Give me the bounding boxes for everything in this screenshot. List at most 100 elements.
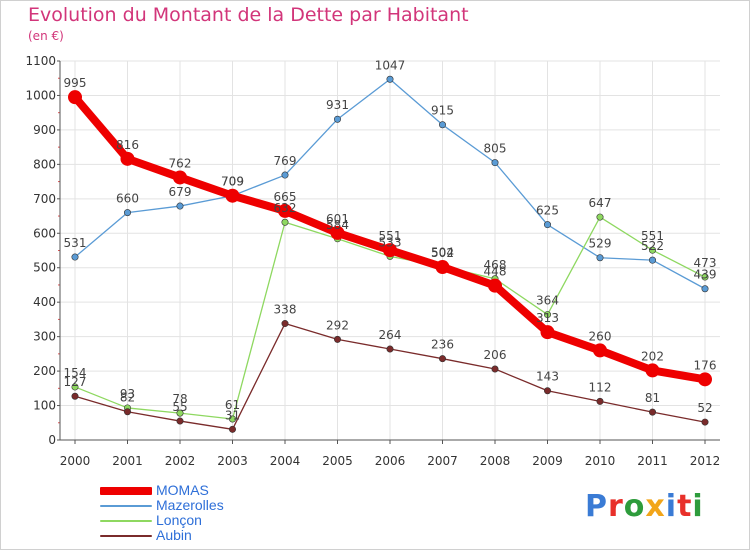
y-tick-label: 1100: [25, 54, 56, 68]
data-point-mazerolles: [596, 254, 604, 262]
data-label-aubin: 55: [172, 400, 187, 414]
logo-letter: i: [692, 489, 704, 524]
data-label-momas: 665: [274, 190, 297, 204]
y-tick-label: 400: [33, 295, 56, 309]
data-label-mazerolles: 931: [326, 98, 349, 112]
data-label-aubin: 82: [120, 391, 135, 405]
data-point-momas: [540, 325, 555, 340]
data-point-momas: [68, 90, 82, 105]
data-point-aubin: [176, 417, 184, 425]
data-label-mazerolles: 522: [641, 239, 664, 253]
x-tick-label: 2006: [375, 454, 406, 468]
data-point-momas: [593, 343, 607, 358]
data-point-aubin: [124, 408, 132, 416]
data-point-lon-on: [71, 383, 79, 391]
logo-letter: r: [608, 489, 624, 524]
data-label-momas: 260: [589, 329, 612, 343]
data-point-momas: [435, 260, 450, 275]
data-label-momas: 816: [116, 138, 139, 152]
data-point-momas: [383, 243, 397, 258]
data-label-mazerolles: 529: [589, 237, 612, 251]
data-point-aubin: [648, 408, 656, 416]
data-label-lon-on: 533: [379, 235, 402, 249]
data-point-aubin: [596, 397, 604, 405]
data-point-mazerolles: [333, 115, 341, 123]
x-tick-label: 2012: [690, 454, 721, 468]
data-point-lon-on: [229, 415, 237, 423]
x-tick-label: 2002: [165, 454, 196, 468]
y-tick-label: 600: [33, 226, 56, 240]
data-point-aubin: [333, 335, 341, 343]
data-label-aubin: 127: [64, 375, 87, 389]
legend-label-momas: MOMAS: [156, 482, 209, 498]
legend-label-mazerolles: Mazerolles: [156, 497, 224, 513]
data-label-mazerolles: 709: [221, 175, 244, 189]
data-label-momas: 601: [326, 212, 349, 226]
data-point-mazerolles: [438, 121, 446, 129]
legend-swatch-momas: [100, 487, 152, 495]
data-point-mazerolles: [491, 159, 499, 167]
data-label-momas: 176: [694, 358, 717, 372]
logo-letter: o: [623, 489, 646, 524]
data-point-lon-on: [543, 311, 551, 319]
data-point-momas: [225, 188, 240, 203]
data-label-aubin: 112: [589, 380, 612, 394]
x-tick-label: 2005: [322, 454, 353, 468]
data-label-momas: 762: [169, 156, 192, 170]
data-point-mazerolles: [386, 75, 394, 83]
data-point-lon-on: [281, 218, 289, 226]
data-label-aubin: 236: [431, 338, 454, 352]
x-tick-label: 2011: [637, 454, 668, 468]
x-tick-label: 2000: [60, 454, 91, 468]
data-point-mazerolles: [281, 171, 289, 179]
data-label-aubin: 206: [484, 348, 507, 362]
data-point-mazerolles: [543, 221, 551, 229]
data-label-aubin: 52: [697, 401, 712, 415]
data-label-lon-on: 632: [274, 201, 297, 215]
data-point-momas: [120, 151, 135, 166]
data-point-mazerolles: [648, 256, 656, 264]
data-label-lon-on: 504: [431, 245, 454, 259]
data-label-lon-on: 78: [172, 392, 187, 406]
legend-swatch-aubin: [100, 535, 152, 537]
data-point-aubin: [438, 355, 446, 363]
x-tick-label: 2007: [427, 454, 458, 468]
data-label-lon-on: 473: [694, 256, 717, 270]
data-point-aubin: [71, 392, 79, 400]
chart-title: Evolution du Montant de la Dette par Hab…: [28, 4, 469, 26]
data-label-lon-on: 154: [64, 366, 87, 380]
data-label-aubin: 338: [274, 303, 297, 317]
data-point-mazerolles: [701, 285, 709, 293]
data-label-aubin: 81: [645, 391, 660, 405]
data-point-aubin: [701, 418, 709, 426]
x-tick-label: 2009: [532, 454, 563, 468]
x-tick-label: 2008: [480, 454, 511, 468]
data-point-lon-on: [701, 273, 709, 281]
y-tick-label: 700: [33, 192, 56, 206]
chart-subtitle: (en €): [28, 29, 64, 43]
data-label-momas: 202: [641, 349, 664, 363]
data-point-momas: [173, 170, 187, 185]
y-tick-label: 800: [33, 157, 56, 171]
data-point-aubin: [281, 320, 289, 328]
data-label-momas: 995: [64, 76, 87, 90]
logo-letter: i: [665, 489, 678, 524]
data-point-momas: [645, 363, 660, 378]
data-point-momas: [698, 372, 712, 387]
data-label-mazerolles: 1047: [375, 58, 406, 72]
data-label-aubin: 31: [225, 408, 240, 422]
y-tick-label: 200: [33, 364, 56, 378]
data-label-momas: 313: [536, 311, 559, 325]
data-label-lon-on: 61: [225, 398, 240, 412]
data-point-momas: [330, 225, 345, 240]
legend-label-aubin: Aubin: [156, 527, 192, 543]
y-tick-label: 500: [33, 261, 56, 275]
legend-label-lon-on: Lonçon: [156, 512, 202, 528]
x-tick-label: 2010: [585, 454, 616, 468]
data-label-momas: 448: [484, 265, 507, 279]
y-tick-label: 1000: [25, 88, 56, 102]
data-label-aubin: 264: [379, 328, 402, 342]
data-label-momas: 551: [379, 229, 402, 243]
